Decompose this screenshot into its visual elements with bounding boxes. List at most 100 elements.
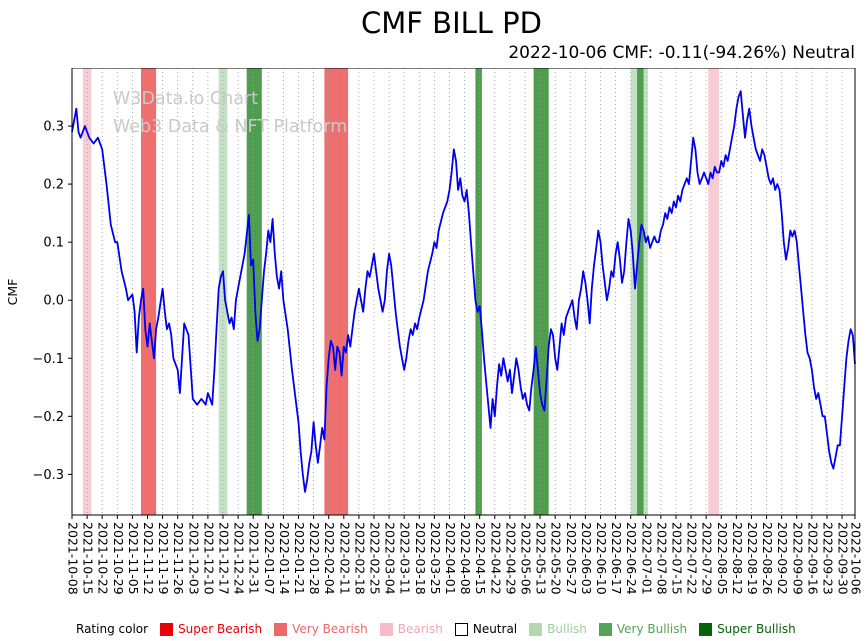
y-axis-label: CMF [5, 279, 20, 306]
x-tick-label: 2022-05-06 [519, 522, 534, 595]
rating-band-very-bearish [324, 68, 349, 515]
legend-swatch-icon [160, 622, 174, 636]
x-tick-label: 2021-10-15 [81, 522, 96, 595]
x-tick-label: 2022-02-18 [352, 522, 367, 595]
x-tick-label: 2022-10-06 [849, 522, 864, 595]
x-tick-label: 2022-04-01 [443, 522, 458, 595]
legend-label: Very Bearish [292, 622, 368, 636]
x-tick-label: 2022-03-18 [413, 522, 428, 595]
legend-item-very-bearish: Very Bearish [274, 622, 368, 636]
legend-title: Rating color [76, 622, 149, 636]
rating-band-very-bullish [533, 68, 549, 515]
x-tick-label: 2022-05-27 [564, 522, 579, 595]
x-tick-label: 2022-06-03 [579, 522, 594, 595]
rating-band-very-bearish [141, 68, 157, 515]
watermark-line2: Web3 Data & NFT Platform [113, 117, 347, 137]
x-tick-label: 2022-08-12 [730, 522, 745, 595]
plot-border [71, 68, 856, 516]
x-tick-label: 2022-06-10 [594, 522, 609, 595]
x-tick-label: 2022-07-29 [700, 522, 715, 595]
x-tick-label: 2022-01-07 [262, 522, 277, 595]
x-tick-label: 2022-03-04 [383, 522, 398, 595]
x-tick-label: 2022-05-20 [549, 522, 564, 595]
legend-items: Super Bearish Very Bearish Bearish Neutral B… [160, 622, 796, 636]
watermark-line1: W3Data.io Chart [113, 89, 258, 109]
x-tick-label: 2021-11-12 [141, 522, 156, 595]
y-tick-label: 0.0 [43, 294, 64, 309]
chart-subtitle: 2022-10-06 CMF: -0.11(-94.26%) Neutral [508, 43, 855, 63]
rating-legend: Rating color Super Bearish Very Bearish Be… [76, 622, 796, 636]
x-tick-label: 2022-02-25 [368, 522, 383, 595]
x-tick-label: 2022-09-09 [790, 522, 805, 595]
legend-label: Bearish [397, 622, 443, 636]
legend-label: Neutral [472, 622, 518, 636]
x-tick-label: 2022-09-16 [805, 522, 820, 595]
x-tick-label: 2022-08-05 [715, 522, 730, 595]
x-tick-label: 2022-07-15 [670, 522, 685, 595]
x-tick-label: 2022-03-11 [398, 522, 413, 595]
legend-item-bearish: Bearish [379, 622, 443, 636]
rating-band-very-bullish [637, 68, 644, 515]
x-tick-label: 2022-07-08 [654, 522, 669, 595]
legend-label: Bullish [547, 622, 587, 636]
x-tick-label: 2022-09-30 [836, 522, 851, 595]
legend-swatch-icon [454, 622, 468, 636]
x-tick-label: 2022-01-14 [277, 522, 292, 595]
x-tick-label: 2021-11-05 [126, 522, 141, 595]
y-tick-label: −0.3 [32, 468, 64, 483]
x-tick-label: 2022-01-21 [292, 522, 307, 595]
rating-band-bearish [82, 68, 92, 515]
rating-band-very-bullish [475, 68, 482, 515]
x-tick-label: 2022-07-22 [685, 522, 700, 595]
x-tick-label: 2022-05-13 [534, 522, 549, 595]
x-tick-label: 2022-08-26 [760, 522, 775, 595]
rating-band-bullish [218, 68, 228, 515]
legend-swatch-icon [379, 622, 393, 636]
plot-background [72, 68, 855, 515]
legend-item-very-bullish: Very Bullish [598, 622, 688, 636]
x-tick-label: 2022-02-11 [337, 522, 352, 595]
legend-swatch-icon [699, 622, 713, 636]
legend-item-super-bullish: Super Bullish [699, 622, 796, 636]
legend-label: Very Bullish [616, 622, 688, 636]
legend-item-bullish: Bullish [529, 622, 587, 636]
y-tick-label: 0.3 [43, 120, 64, 135]
x-tick-label: 2022-09-23 [821, 522, 836, 595]
x-tick-label: 2021-12-31 [247, 522, 262, 595]
legend-swatch-icon [274, 622, 288, 636]
cmf-line [71, 90, 856, 493]
legend-item-super-bearish: Super Bearish [160, 622, 262, 636]
x-tick-label: 2022-02-04 [322, 522, 337, 595]
x-tick-label: 2022-06-17 [609, 522, 624, 595]
x-tick-label: 2021-10-29 [111, 522, 126, 595]
legend-item-neutral: Neutral [454, 622, 518, 636]
x-tick-label: 2022-04-08 [458, 522, 473, 595]
x-tick-label: 2021-11-26 [171, 522, 186, 595]
x-tick-label: 2022-09-02 [775, 522, 790, 595]
chart-title: CMF BILL PD [361, 6, 542, 40]
x-tick-label: 2021-11-19 [156, 522, 171, 595]
legend-label: Super Bearish [178, 622, 263, 636]
x-tick-label: 2022-04-29 [503, 522, 518, 595]
y-tick-label: −0.1 [32, 352, 64, 367]
x-tick-label: 2021-12-24 [232, 522, 247, 595]
x-tick-label: 2022-08-19 [745, 522, 760, 595]
y-tick-label: 0.1 [43, 236, 64, 251]
x-tick-label: 2022-07-01 [639, 522, 654, 595]
legend-swatch-icon [598, 622, 612, 636]
x-tick-label: 2021-12-10 [201, 522, 216, 595]
rating-band-bearish [708, 68, 720, 515]
x-tick-label: 2022-01-28 [307, 522, 322, 595]
x-tick-label: 2022-03-25 [428, 522, 443, 595]
x-tick-label: 2022-06-24 [624, 522, 639, 595]
x-tick-label: 2021-10-08 [66, 522, 81, 595]
x-tick-label: 2021-12-17 [217, 522, 232, 595]
legend-label: Super Bullish [717, 622, 796, 636]
x-tick-label: 2022-04-22 [488, 522, 503, 595]
plot-area: 2021-10-08 2021-10-15 2021-10-22 2021-10-29… [5, 68, 864, 595]
x-tick-label: 2022-04-15 [473, 522, 488, 595]
x-tick-label: 2021-10-22 [96, 522, 111, 595]
x-tick-label: 2021-12-03 [186, 522, 201, 595]
y-tick-label: 0.2 [43, 178, 64, 193]
